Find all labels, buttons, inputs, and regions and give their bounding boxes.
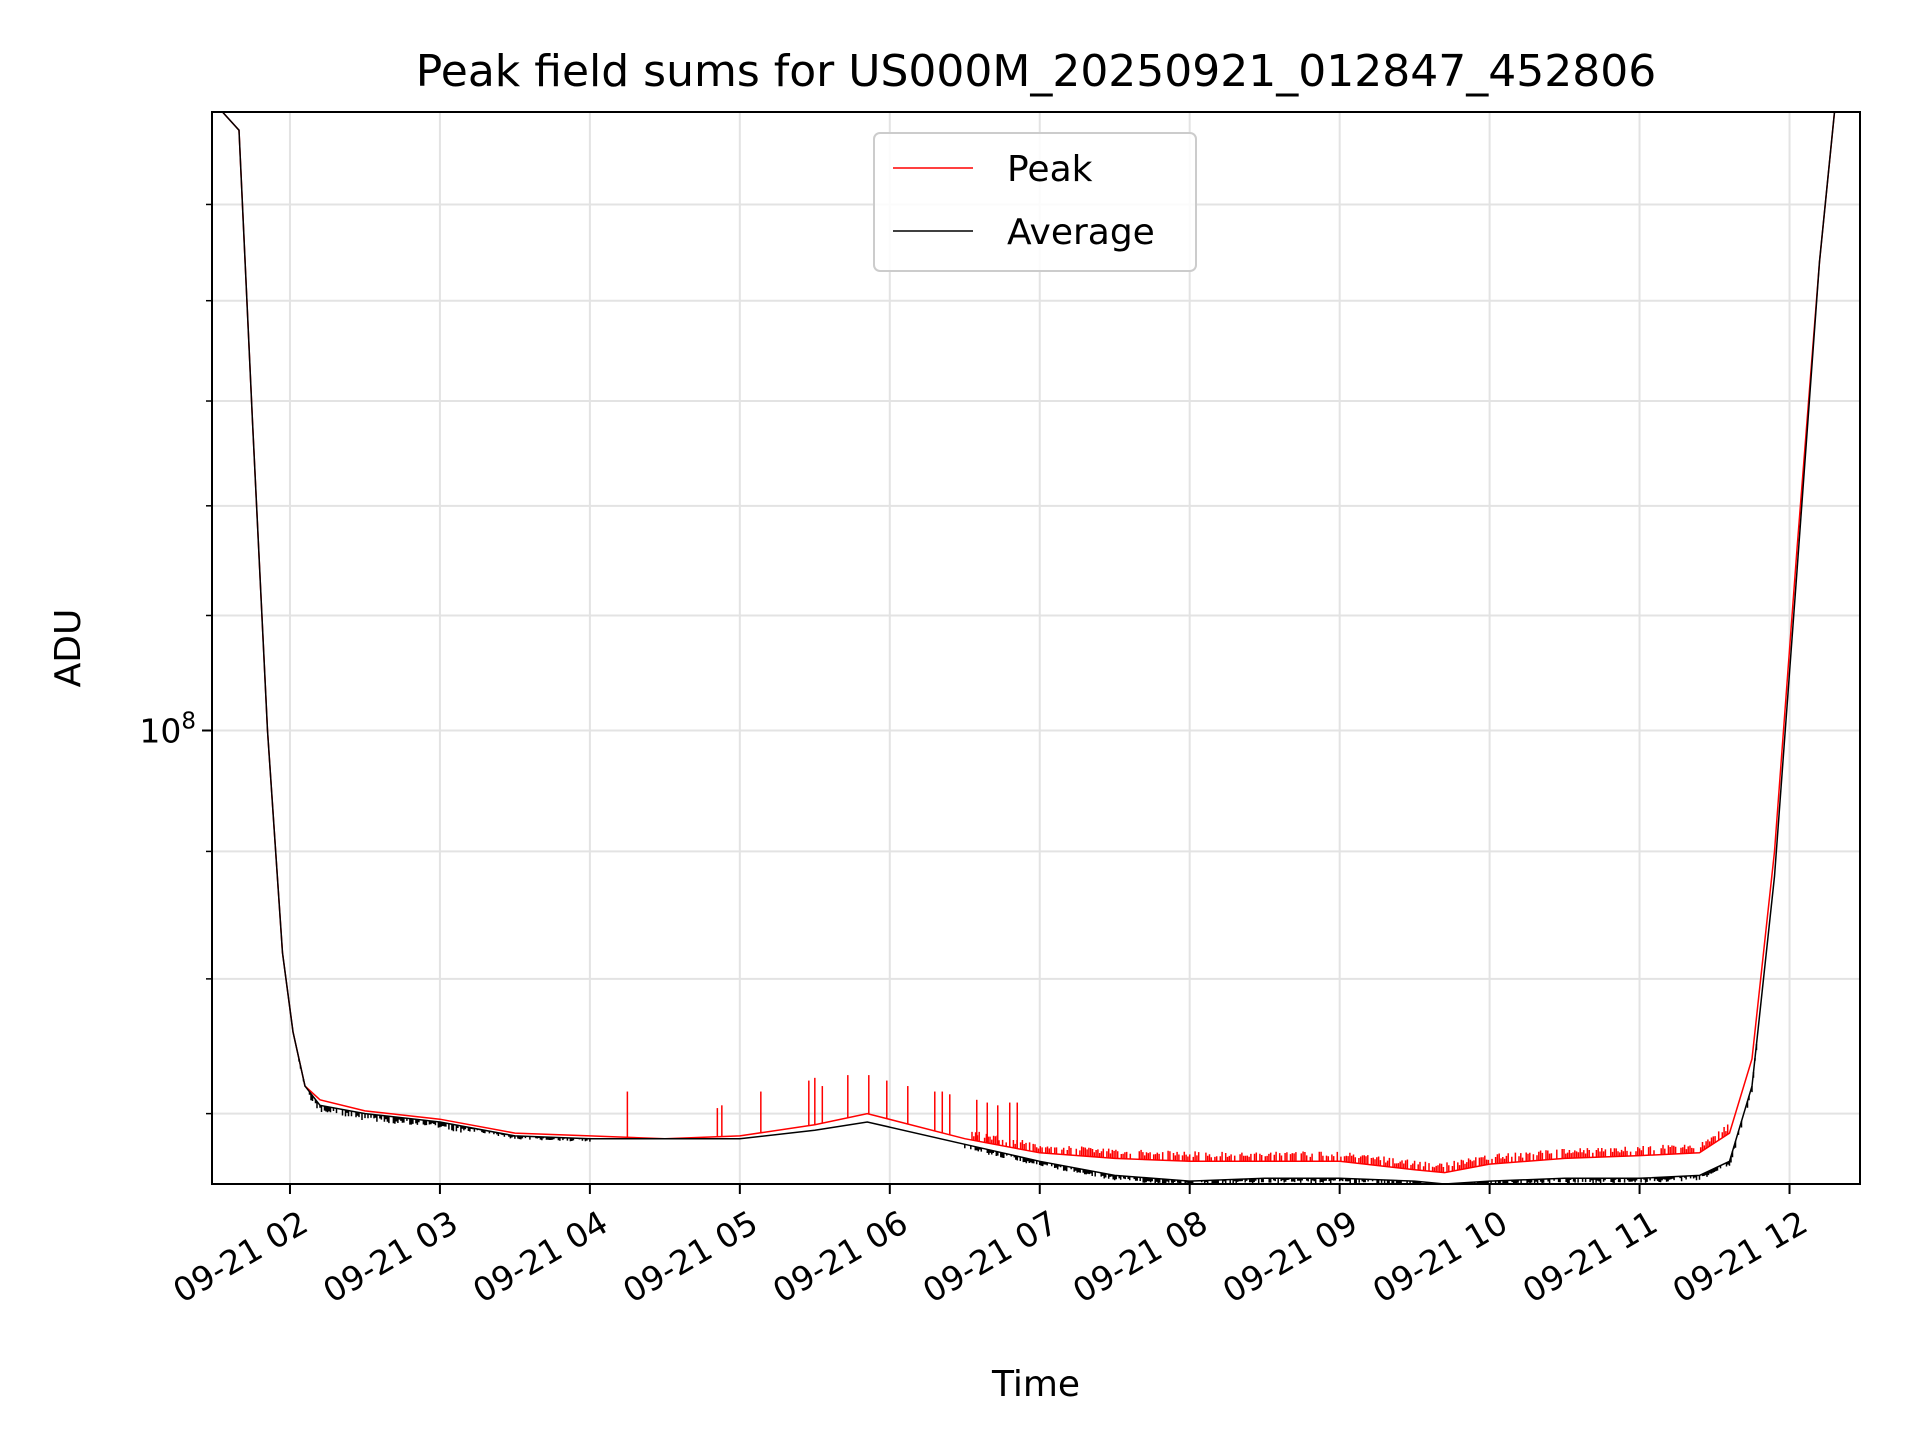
legend-label-average: Average xyxy=(1007,212,1155,253)
y-tick-label: 108 xyxy=(139,709,196,751)
y-tick-label-exponent: 8 xyxy=(181,709,196,735)
legend-label-peak: Peak xyxy=(1007,149,1093,190)
peak-noise xyxy=(971,1124,1729,1173)
plot-frame xyxy=(211,111,1861,1185)
plot-area xyxy=(212,112,1860,1184)
legend: Peak Average xyxy=(873,132,1197,272)
chart-title: Peak field sums for US000M_20250921_0128… xyxy=(416,46,1656,97)
average-series-line xyxy=(212,112,1860,1184)
series-layer xyxy=(212,112,1860,1184)
y-axis-label: ADU xyxy=(48,609,89,688)
y-tick-label-base: 10 xyxy=(139,712,181,751)
x-axis-label: Time xyxy=(991,1364,1080,1405)
